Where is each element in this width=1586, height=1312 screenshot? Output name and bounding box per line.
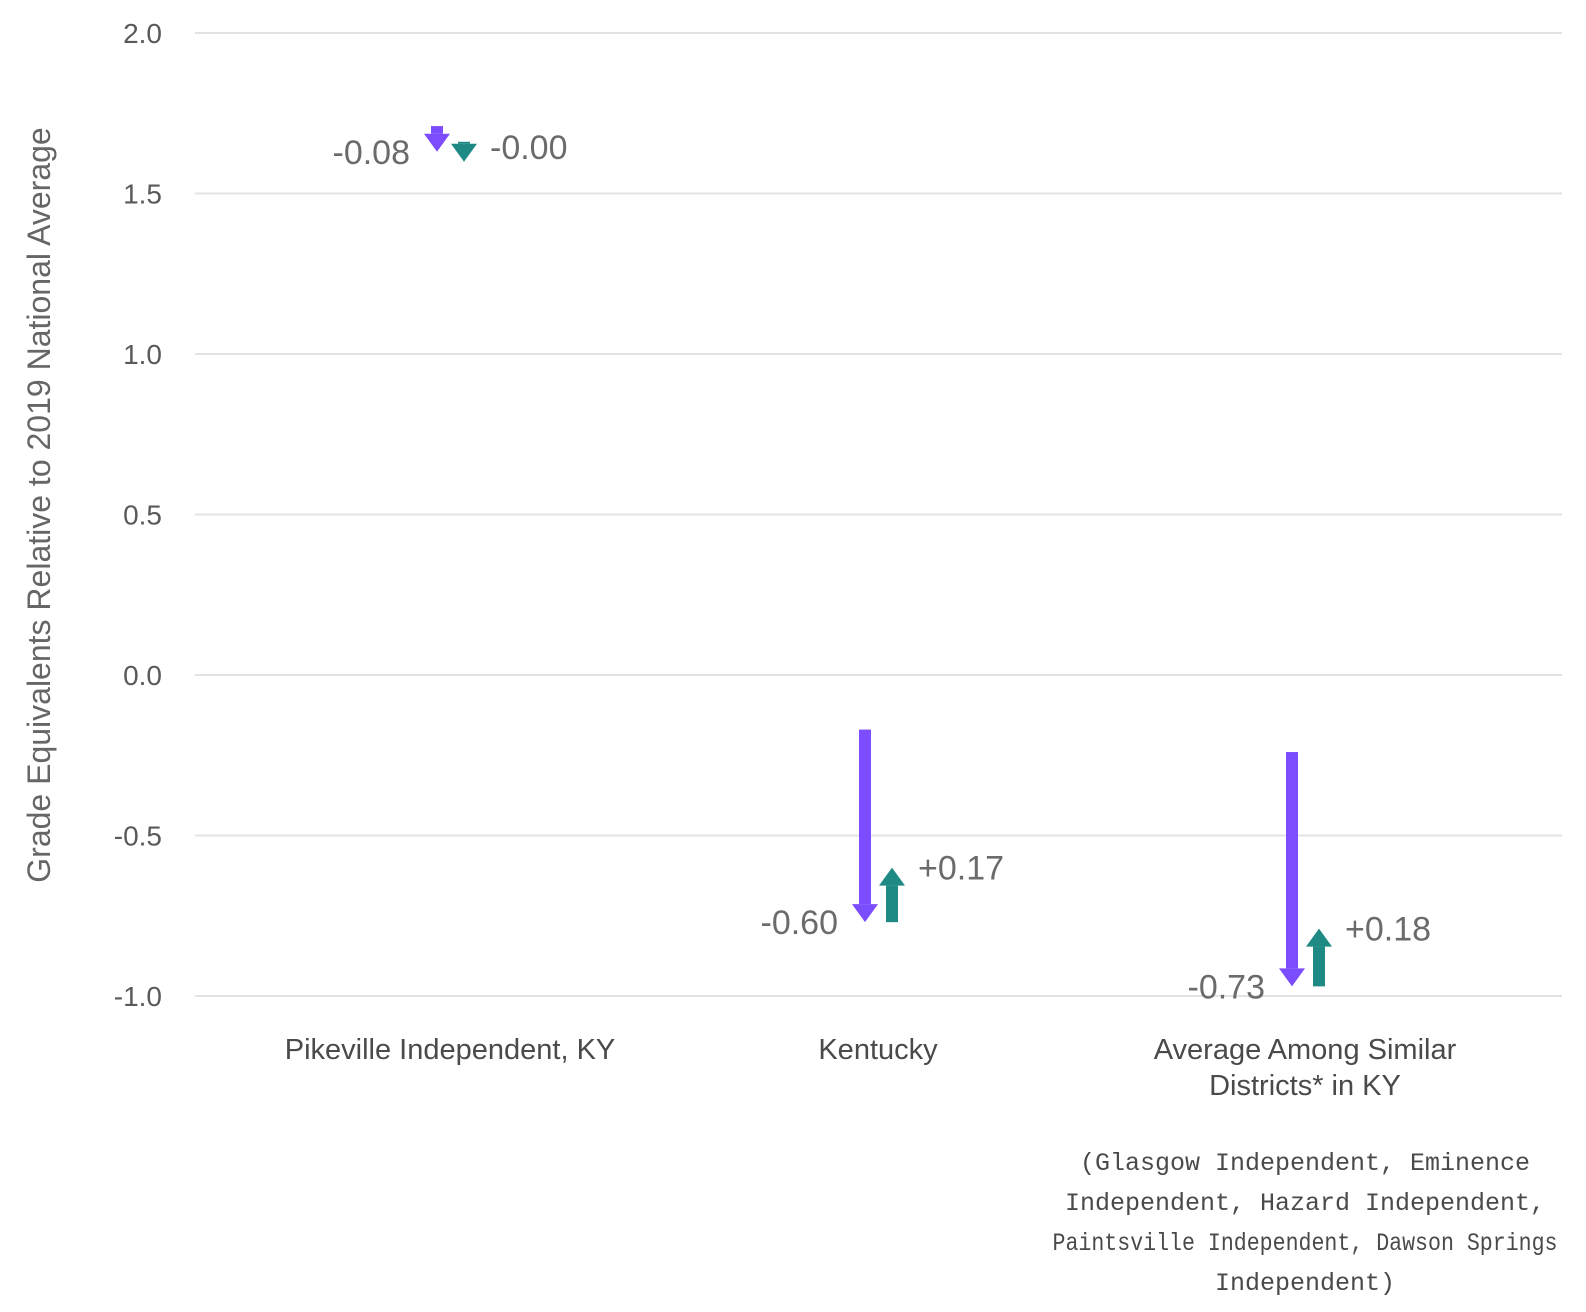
decline-label: -0.08 <box>333 134 411 172</box>
y-tick-label: 1.0 <box>123 339 162 370</box>
chart-marks: -0.08 -0.00 -0.60 +0.17 -0.73 +0.18 <box>333 126 1431 1006</box>
y-tick-label: 0.5 <box>123 500 162 531</box>
x-axis-categories: Pikeville Independent, KY Kentucky Average… <box>285 1034 1558 1298</box>
decline-arrow-head <box>424 133 450 152</box>
recovery-arrow-shaft <box>1313 946 1325 987</box>
recovery-arrow <box>879 867 905 923</box>
decline-arrow-shaft <box>431 126 443 134</box>
recovery-arrow-head <box>879 867 905 886</box>
recovery-label: +0.17 <box>918 850 1004 888</box>
recovery-arrow-shaft <box>886 885 898 923</box>
decline-arrow-head <box>1279 968 1305 987</box>
decline-label: -0.60 <box>761 904 839 942</box>
category-note-line: Independent) <box>1215 1269 1395 1298</box>
recovery-arrow <box>451 141 477 162</box>
recovery-arrow-shaft <box>458 141 470 144</box>
recovery-arrow <box>1306 928 1332 987</box>
category-label: Kentucky <box>818 1034 938 1066</box>
y-tick-label: 1.5 <box>123 179 162 210</box>
category-label: Average Among Similar Districts* in KY (Gl… <box>1053 1034 1558 1298</box>
decline-arrow-shaft <box>1286 752 1298 969</box>
category-label-line: Districts* in KY <box>1209 1070 1401 1102</box>
decline-arrow <box>852 729 878 923</box>
gridlines <box>195 32 1562 997</box>
y-tick-label: 0.0 <box>123 660 162 691</box>
category-note-line: Independent, Hazard Independent, <box>1065 1189 1545 1218</box>
category-label-line: Average Among Similar <box>1154 1034 1457 1066</box>
y-axis-label: Grade Equivalents Relative to 2019 Natio… <box>21 127 57 882</box>
category-label: Pikeville Independent, KY <box>285 1034 616 1066</box>
recovery-label: +0.18 <box>1345 911 1431 949</box>
decline-arrow <box>1279 752 1305 987</box>
recovery-label: -0.00 <box>490 129 568 167</box>
decline-label: -0.73 <box>1188 968 1266 1006</box>
y-tick-label: -0.5 <box>114 821 162 852</box>
decline-arrow-head <box>852 904 878 923</box>
y-axis-ticks: -1.0 -0.5 0.0 0.5 1.0 1.5 2.0 <box>114 18 162 1012</box>
recovery-arrow-head <box>1306 928 1332 947</box>
category-label-line: Pikeville Independent, KY <box>285 1034 616 1066</box>
category-note-line: (Glasgow Independent, Eminence <box>1080 1149 1530 1178</box>
decline-arrow <box>424 126 450 152</box>
decline-arrow-shaft <box>859 729 871 905</box>
category-label-line: Kentucky <box>818 1034 938 1066</box>
y-tick-label: 2.0 <box>123 18 162 49</box>
category-note-line: Paintsville Independent, Dawson Springs <box>1053 1229 1558 1258</box>
recovery-arrow-head <box>451 143 477 162</box>
y-tick-label: -1.0 <box>114 981 162 1012</box>
